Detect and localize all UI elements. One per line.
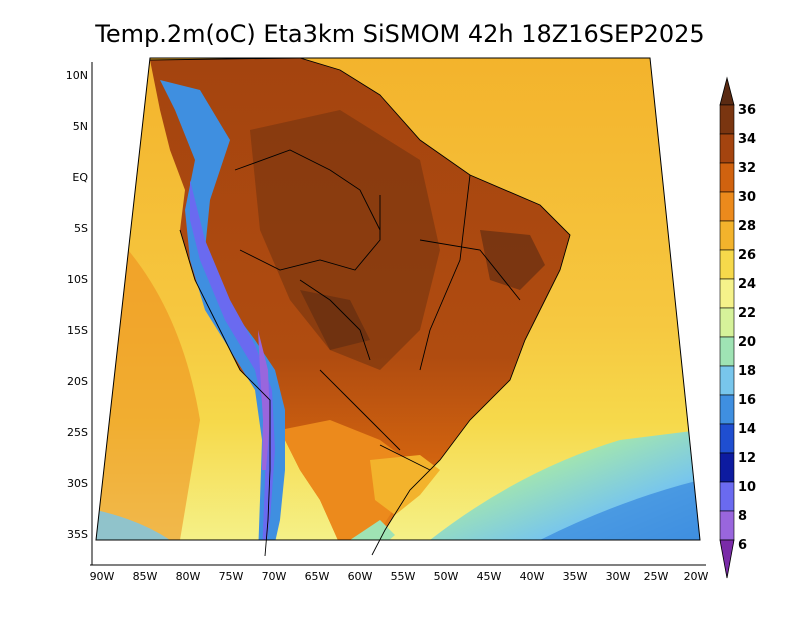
lon-label-2: 80W bbox=[176, 570, 201, 583]
border-brazil-states bbox=[419, 174, 471, 371]
south-atlantic-cold bbox=[540, 480, 700, 540]
colorbar-label-3: 30 bbox=[738, 190, 756, 205]
amazon-hot-core bbox=[250, 110, 440, 370]
border-paraguay bbox=[319, 369, 401, 451]
altiplano-coldest bbox=[258, 330, 270, 470]
lat-label-1: 5N bbox=[73, 120, 88, 133]
temperature-field bbox=[96, 58, 700, 540]
colorbar-swatch-8 bbox=[719, 336, 735, 367]
colorbar-label-1: 34 bbox=[738, 132, 756, 147]
pacific-coastline bbox=[179, 229, 271, 557]
colorbar-swatch-14 bbox=[719, 510, 735, 541]
colorbar-swatch-4 bbox=[719, 220, 735, 251]
latitude-axis: 10N 5N EQ 5S 10S 15S 20S 25S 30S 35S bbox=[66, 69, 89, 541]
colorbar-swatch-1 bbox=[719, 133, 735, 164]
colorbar-label-0: 36 bbox=[738, 103, 756, 118]
lon-label-3: 75W bbox=[219, 570, 244, 583]
lon-label-11: 35W bbox=[563, 570, 588, 583]
colorbar-top-triangle bbox=[719, 76, 735, 106]
south-pacific-cool bbox=[96, 510, 170, 540]
colorbar-label-2: 32 bbox=[738, 161, 756, 176]
colorbar-label-8: 20 bbox=[738, 335, 756, 350]
lat-label-0: 10N bbox=[66, 69, 88, 82]
colorbar-label-5: 26 bbox=[738, 248, 756, 263]
colorbar-label-7: 22 bbox=[738, 306, 756, 321]
lat-label-8: 30S bbox=[67, 477, 88, 490]
lon-label-8: 50W bbox=[434, 570, 459, 583]
country-borders bbox=[149, 57, 571, 557]
lon-label-13: 25W bbox=[644, 570, 669, 583]
lon-label-10: 40W bbox=[520, 570, 545, 583]
lon-label-12: 30W bbox=[606, 570, 631, 583]
lon-label-6: 60W bbox=[348, 570, 373, 583]
colorbar-bottom-triangle bbox=[719, 539, 735, 579]
colorbar-swatch-6 bbox=[719, 278, 735, 309]
lon-label-0: 90W bbox=[90, 570, 115, 583]
border-uruguay bbox=[379, 444, 431, 471]
colorbar-label-9: 18 bbox=[738, 364, 756, 379]
lat-label-7: 25S bbox=[67, 426, 88, 439]
lat-label-3: 5S bbox=[74, 222, 88, 235]
colorbar-swatch-0 bbox=[719, 104, 735, 135]
southern-cone-warm bbox=[280, 420, 420, 540]
lon-label-5: 65W bbox=[305, 570, 330, 583]
colorbar-swatch-12 bbox=[719, 452, 735, 483]
lat-label-2: EQ bbox=[72, 171, 88, 184]
colorbar-label-10: 16 bbox=[738, 393, 756, 408]
border-peru-brazil bbox=[239, 195, 381, 271]
colorbar-label-11: 14 bbox=[738, 422, 756, 437]
pantanal-hot-core bbox=[300, 290, 370, 350]
colorbar-label-13: 10 bbox=[738, 480, 756, 495]
lat-label-5: 15S bbox=[67, 324, 88, 337]
andes-peak-band bbox=[190, 180, 275, 540]
colorbar-swatch-5 bbox=[719, 249, 735, 280]
lon-label-14: 20W bbox=[684, 570, 709, 583]
colorbar-swatch-10 bbox=[719, 394, 735, 425]
colorbar-label-14: 8 bbox=[738, 509, 747, 524]
border-colombia-brazil bbox=[234, 149, 381, 231]
lon-label-4: 70W bbox=[262, 570, 287, 583]
colorbar-label-12: 12 bbox=[738, 451, 756, 466]
lon-label-1: 85W bbox=[133, 570, 158, 583]
colorbar-label-15: 6 bbox=[738, 538, 747, 553]
northeast-hot-core bbox=[480, 230, 545, 290]
border-bolivia bbox=[299, 279, 371, 361]
longitude-axis: 90W 85W 80W 75W 70W 65W 60W 55W 50W 45W … bbox=[90, 570, 709, 583]
colorbar: 36 34 32 30 28 26 24 22 20 18 16 14 12 1… bbox=[719, 76, 756, 579]
colorbar-label-6: 24 bbox=[738, 277, 756, 292]
lon-label-7: 55W bbox=[391, 570, 416, 583]
colorbar-swatch-9 bbox=[719, 365, 735, 396]
colorbar-swatch-13 bbox=[719, 481, 735, 512]
domain-outline bbox=[95, 57, 701, 541]
map-title: Temp.2m(oC) Eta3km SiSMOM 42h 18Z16SEP20… bbox=[94, 20, 704, 48]
lat-label-4: 10S bbox=[67, 273, 88, 286]
colorbar-swatch-2 bbox=[719, 162, 735, 193]
colorbar-label-4: 28 bbox=[738, 219, 756, 234]
colorbar-swatch-11 bbox=[719, 423, 735, 454]
pampas-cool bbox=[350, 520, 395, 540]
border-brazil-northeast bbox=[419, 239, 521, 301]
lat-label-9: 35S bbox=[67, 528, 88, 541]
colorbar-swatch-7 bbox=[719, 307, 735, 338]
lon-label-9: 45W bbox=[477, 570, 502, 583]
uruguay-region bbox=[370, 455, 440, 515]
lat-label-6: 20S bbox=[67, 375, 88, 388]
colorbar-swatch-3 bbox=[719, 191, 735, 222]
